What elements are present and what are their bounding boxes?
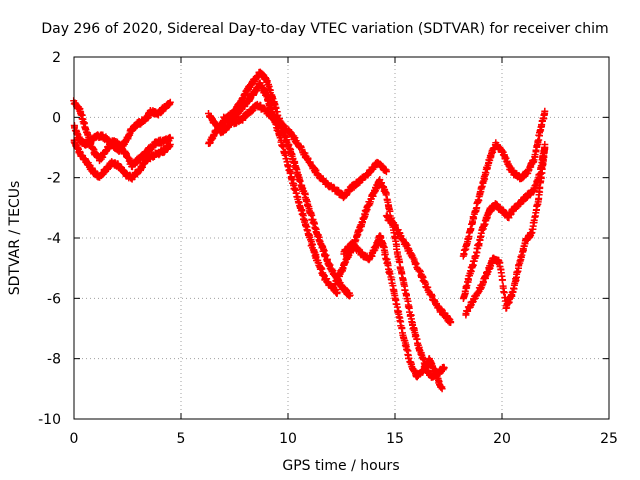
data-point xyxy=(412,332,420,340)
data-point xyxy=(402,240,410,248)
data-point xyxy=(480,222,488,229)
x-tick-label: 5 xyxy=(177,431,186,447)
data-point xyxy=(405,354,413,362)
data-point xyxy=(346,291,354,299)
data-point xyxy=(382,191,390,199)
data-point xyxy=(286,169,294,177)
data-point xyxy=(541,107,549,115)
data-point xyxy=(391,221,399,229)
data-point xyxy=(341,259,349,267)
series-track-h xyxy=(340,232,446,393)
series-track-l xyxy=(462,144,549,319)
data-point xyxy=(401,286,409,294)
x-tick-label: 10 xyxy=(279,431,297,447)
series-track-c xyxy=(70,98,174,155)
x-tick-label: 0 xyxy=(70,431,79,447)
x-axis-label: GPS time / hours xyxy=(282,458,399,474)
data-point xyxy=(296,177,304,185)
data-point xyxy=(478,282,486,289)
y-tick-label: -4 xyxy=(47,231,61,247)
data-point xyxy=(532,146,540,154)
data-point xyxy=(359,215,367,223)
data-point xyxy=(166,98,174,106)
data-point xyxy=(382,168,390,176)
x-tick-label: 20 xyxy=(493,431,511,447)
series-track-f xyxy=(220,100,390,202)
series-track-b xyxy=(70,136,174,183)
y-tick-label: -6 xyxy=(47,291,61,307)
data-point xyxy=(403,346,411,354)
series-track-g xyxy=(331,176,448,381)
y-axis-label: SDTVAR / TECUs xyxy=(7,181,23,296)
data-point xyxy=(534,137,542,145)
series-track-e xyxy=(205,79,341,297)
y-tick-label: -10 xyxy=(38,412,61,428)
data-point xyxy=(447,319,455,326)
data-point xyxy=(416,267,423,274)
y-tick-label: 0 xyxy=(52,110,61,126)
tick-layer: 0 5 10 15 20 25 -10 -8 -6 -4 -2 0 2 xyxy=(38,50,618,447)
y-tick-label: -2 xyxy=(47,171,61,187)
data-series-layer xyxy=(70,68,549,393)
data-point xyxy=(300,215,308,223)
series-track-i xyxy=(382,212,455,326)
data-point xyxy=(470,214,478,222)
data-point xyxy=(541,144,549,151)
data-point xyxy=(248,107,256,115)
data-point xyxy=(166,134,174,142)
plot-frame xyxy=(73,56,610,420)
y-tick-label: -8 xyxy=(47,352,61,368)
x-tick-label: 25 xyxy=(600,431,618,447)
data-point xyxy=(333,288,341,296)
data-point xyxy=(518,251,526,259)
data-point xyxy=(440,364,448,372)
series-track-j xyxy=(459,107,549,260)
y-tick-label: 2 xyxy=(52,50,61,66)
chart-title: Day 296 of 2020, Sidereal Day-to-day VTE… xyxy=(41,21,608,37)
x-tick-label: 15 xyxy=(386,431,404,447)
data-point xyxy=(166,141,174,148)
data-point xyxy=(498,276,506,284)
data-point xyxy=(438,385,446,393)
